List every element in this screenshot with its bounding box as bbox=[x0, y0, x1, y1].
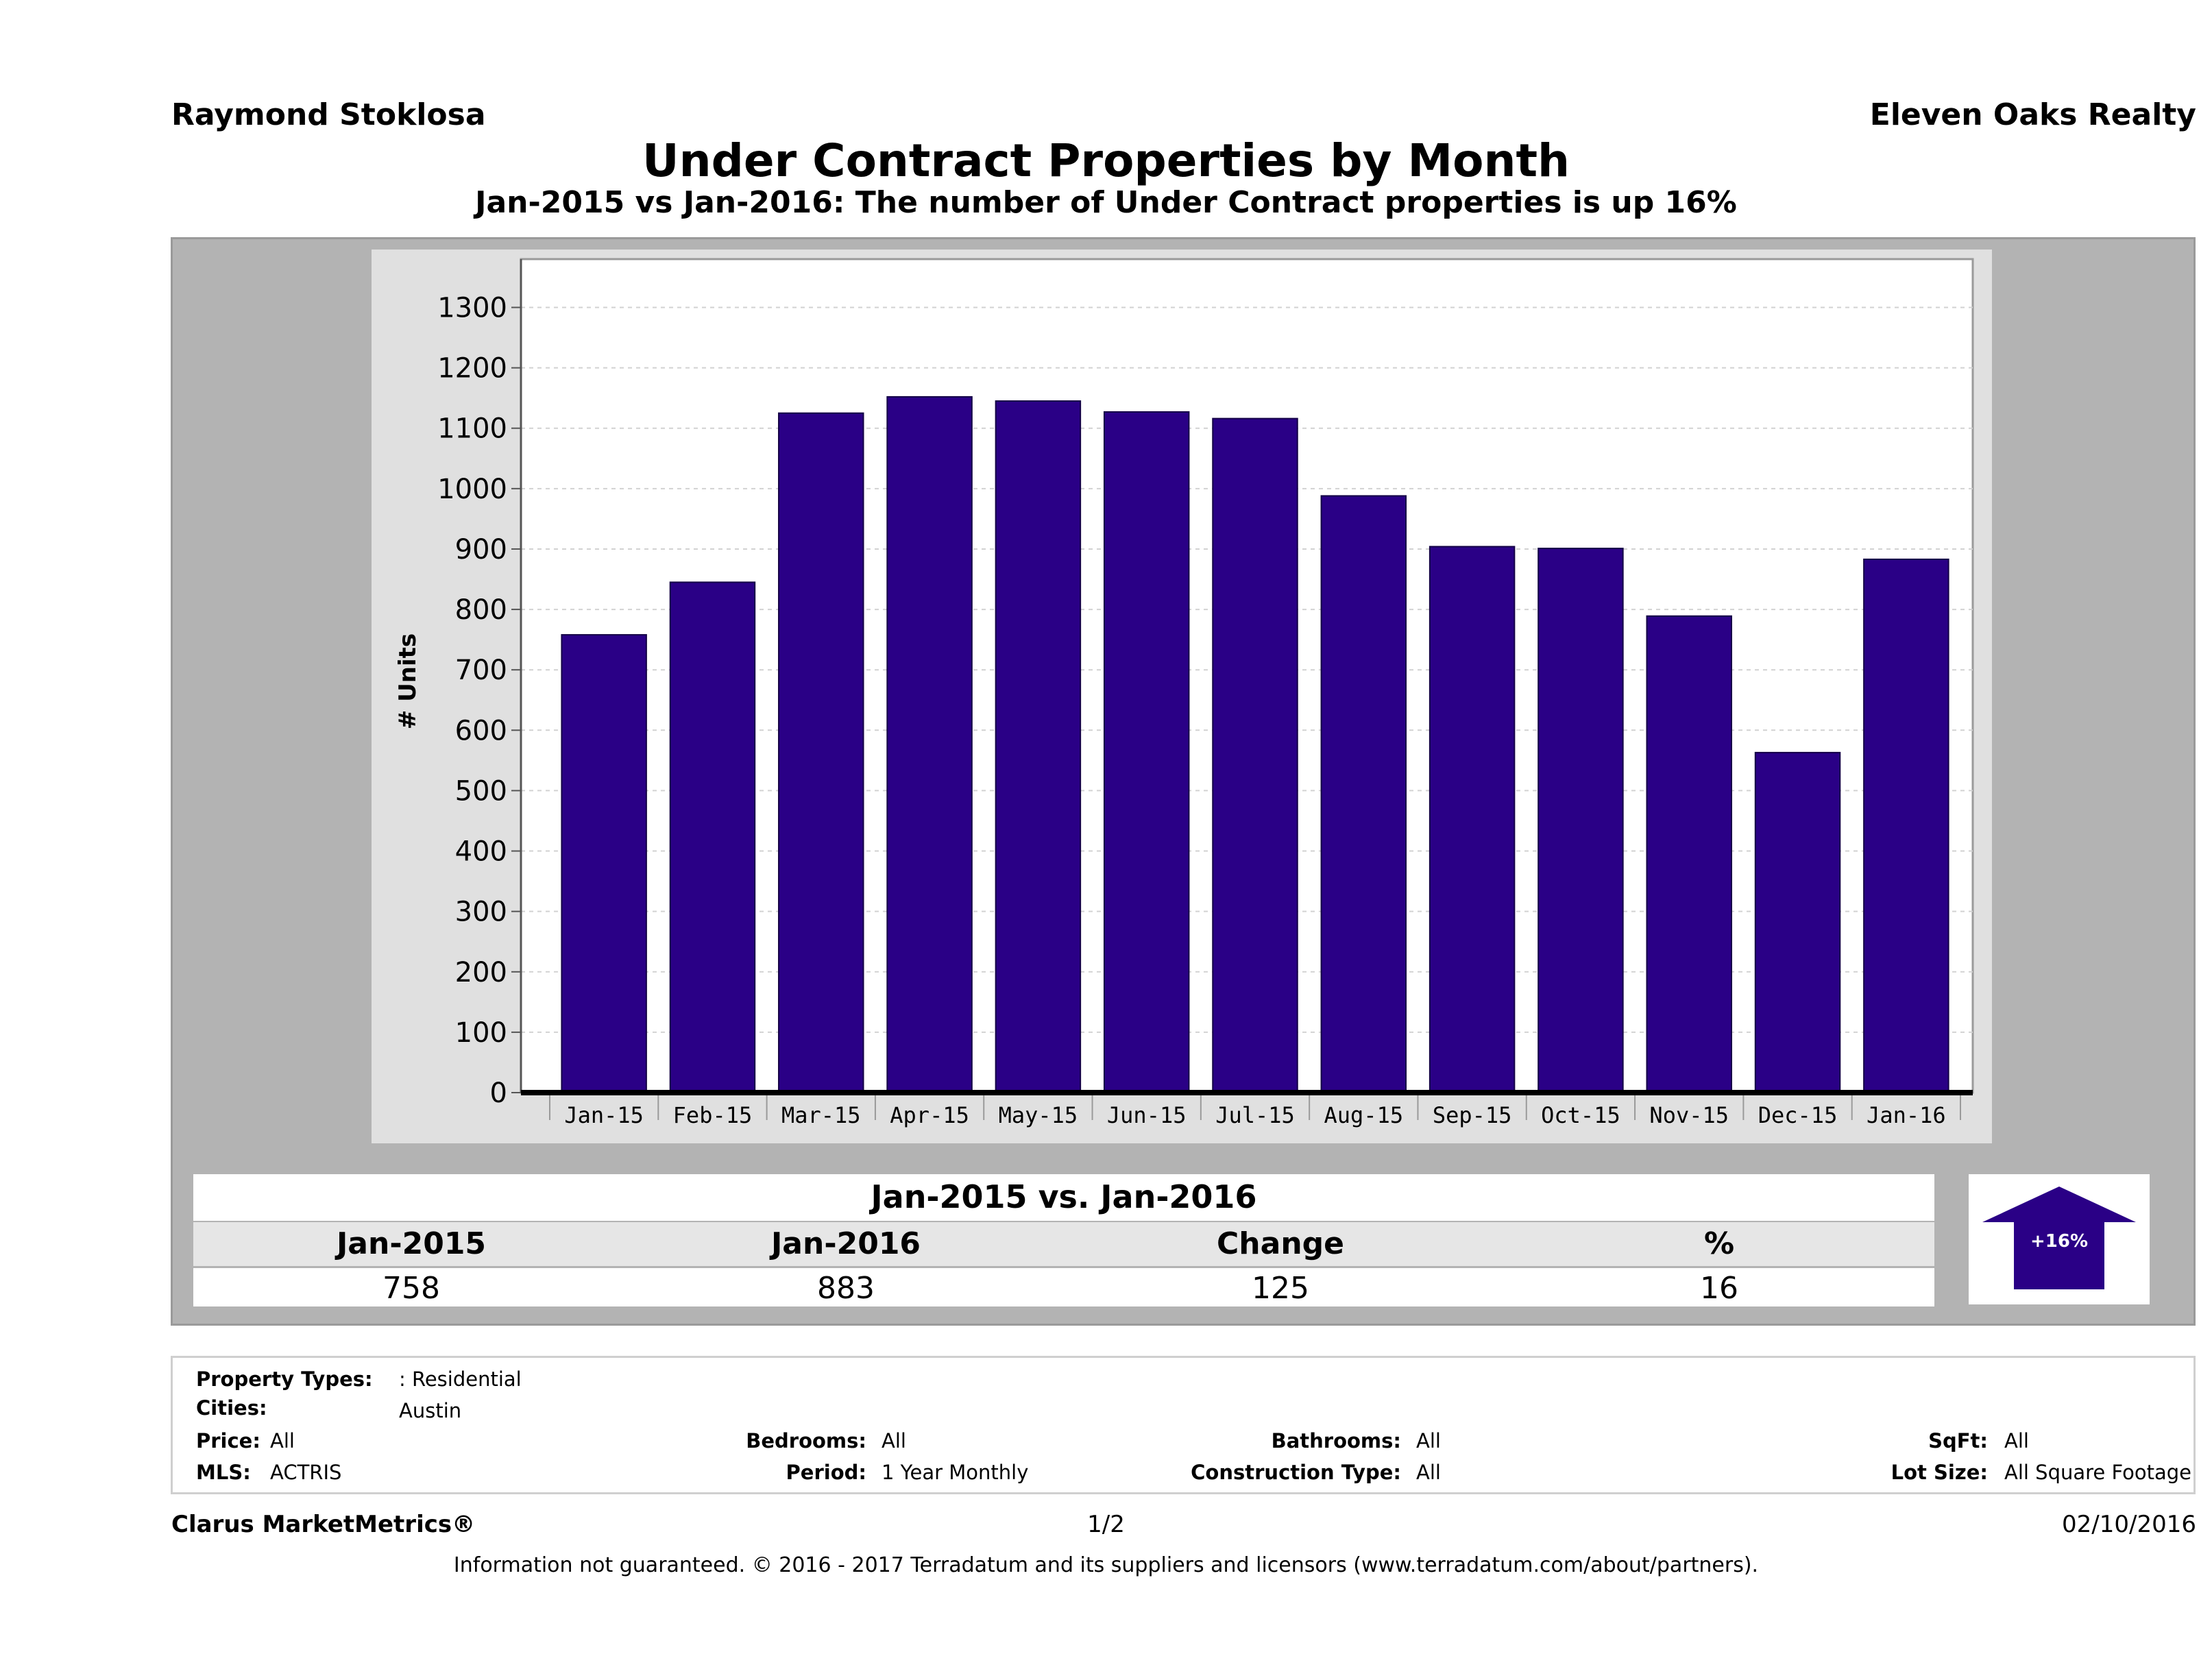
bar bbox=[669, 581, 756, 1093]
y-tick-label: 200 bbox=[455, 957, 507, 988]
x-tick-label: May-15 bbox=[999, 1102, 1078, 1128]
y-tick-label: 500 bbox=[455, 775, 507, 807]
bar bbox=[1538, 548, 1624, 1093]
y-tick-label: 1300 bbox=[437, 292, 507, 324]
y-tick-label: 600 bbox=[455, 715, 507, 746]
x-tick-label: Oct-15 bbox=[1541, 1102, 1620, 1128]
x-tick-label: Aug-15 bbox=[1324, 1102, 1404, 1128]
bar bbox=[995, 400, 1082, 1094]
col-header-percent: % bbox=[1703, 1226, 1735, 1261]
change-badge: +16% bbox=[2030, 1231, 2088, 1252]
x-tick-label: Sep-15 bbox=[1433, 1102, 1512, 1128]
value-jan-2015: 758 bbox=[382, 1271, 440, 1306]
period-label: Period: bbox=[786, 1461, 866, 1484]
col-header-change: Change bbox=[1217, 1226, 1344, 1261]
lot-size-value: All Square Footage bbox=[2004, 1461, 2192, 1484]
x-tick-label: Mar-15 bbox=[781, 1102, 861, 1128]
x-tick-label: Jan-15 bbox=[564, 1102, 644, 1128]
y-tick-label: 1100 bbox=[437, 413, 507, 445]
lot-size-label: Lot Size: bbox=[1891, 1461, 1988, 1484]
y-tick-label: 900 bbox=[455, 534, 507, 566]
x-tick-label: Jan-16 bbox=[1867, 1102, 1946, 1128]
y-axis-label: # Units bbox=[394, 633, 422, 729]
y-tick-label: 100 bbox=[455, 1017, 507, 1049]
sqft-value: All bbox=[2004, 1429, 2029, 1452]
y-tick-label: 1000 bbox=[437, 474, 507, 505]
page-number: 1/2 bbox=[1087, 1511, 1125, 1538]
bar bbox=[886, 396, 973, 1093]
y-tick-label: 1200 bbox=[437, 353, 507, 385]
agent-name: Raymond Stoklosa bbox=[171, 97, 486, 132]
construction-type-value: All bbox=[1416, 1461, 1441, 1484]
y-tick-label: 700 bbox=[455, 655, 507, 686]
filter-info-box: Property Types: : Residential Cities: Au… bbox=[171, 1356, 2196, 1494]
bar bbox=[1320, 495, 1407, 1093]
bar bbox=[561, 634, 647, 1093]
y-tick-label: 0 bbox=[490, 1078, 507, 1109]
col-header-jan-2015: Jan-2015 bbox=[336, 1226, 487, 1261]
y-tick-label: 800 bbox=[455, 594, 507, 626]
cities-value: Austin bbox=[399, 1399, 462, 1422]
property-types-label: Property Types: bbox=[196, 1367, 373, 1391]
mls-value: ACTRIS bbox=[270, 1461, 342, 1484]
chart-subtitle: Jan-2015 vs Jan-2016: The number of Unde… bbox=[475, 185, 1737, 220]
bar bbox=[1754, 751, 1841, 1093]
x-tick-label: Nov-15 bbox=[1649, 1102, 1729, 1128]
bedrooms-value: All bbox=[882, 1429, 906, 1452]
comparison-header-row: Jan-2015 Jan-2016 Change % bbox=[193, 1222, 1934, 1266]
price-value: All bbox=[270, 1429, 295, 1452]
bar bbox=[1212, 417, 1298, 1093]
bar bbox=[778, 412, 864, 1093]
col-header-jan-2016: Jan-2016 bbox=[770, 1226, 921, 1261]
x-tick-label: Apr-15 bbox=[890, 1102, 969, 1128]
construction-type-label: Construction Type: bbox=[1191, 1461, 1401, 1484]
bathrooms-value: All bbox=[1416, 1429, 1441, 1452]
company-name: Eleven Oaks Realty bbox=[1869, 97, 2196, 132]
change-indicator: +16% bbox=[1969, 1174, 2150, 1304]
comparison-title-row: Jan-2015 vs. Jan-2016 bbox=[193, 1174, 1934, 1221]
x-tick-label: Jun-15 bbox=[1107, 1102, 1187, 1128]
cities-label: Cities: bbox=[196, 1396, 267, 1420]
up-arrow-icon: +16% bbox=[1982, 1187, 2136, 1289]
sqft-label: SqFt: bbox=[1928, 1429, 1988, 1452]
y-tick-label: 300 bbox=[455, 897, 507, 928]
bar bbox=[1646, 615, 1732, 1093]
value-change: 125 bbox=[1252, 1271, 1309, 1306]
bar bbox=[1429, 546, 1516, 1093]
disclaimer: Information not guaranteed. © 2016 - 201… bbox=[453, 1553, 1759, 1577]
footer-brand: Clarus MarketMetrics® bbox=[171, 1511, 476, 1538]
y-tick-label: 400 bbox=[455, 836, 507, 868]
bar-chart: 0 100 200 300 400 500 600 700 800 900 1000 1100 1200… bbox=[372, 250, 1992, 1143]
value-jan-2016: 883 bbox=[817, 1271, 875, 1306]
bathrooms-label: Bathrooms: bbox=[1271, 1429, 1401, 1452]
price-label: Price: bbox=[196, 1429, 260, 1452]
property-types-value: : Residential bbox=[399, 1367, 522, 1391]
mls-label: MLS: bbox=[196, 1461, 251, 1484]
bar bbox=[1863, 558, 1949, 1093]
comparison-value-row: 758 883 125 16 bbox=[193, 1268, 1934, 1306]
chart-title: Under Contract Properties by Month bbox=[642, 134, 1570, 187]
x-tick-label: Feb-15 bbox=[673, 1102, 753, 1128]
period-value: 1 Year Monthly bbox=[882, 1461, 1029, 1484]
x-tick-label: Dec-15 bbox=[1758, 1102, 1838, 1128]
report-date: 02/10/2016 bbox=[2062, 1511, 2196, 1538]
bar bbox=[1103, 411, 1190, 1093]
value-percent: 16 bbox=[1700, 1271, 1738, 1306]
bedrooms-label: Bedrooms: bbox=[746, 1429, 866, 1452]
comparison-title: Jan-2015 vs. Jan-2016 bbox=[871, 1178, 1257, 1215]
x-tick-label: Jul-15 bbox=[1215, 1102, 1295, 1128]
